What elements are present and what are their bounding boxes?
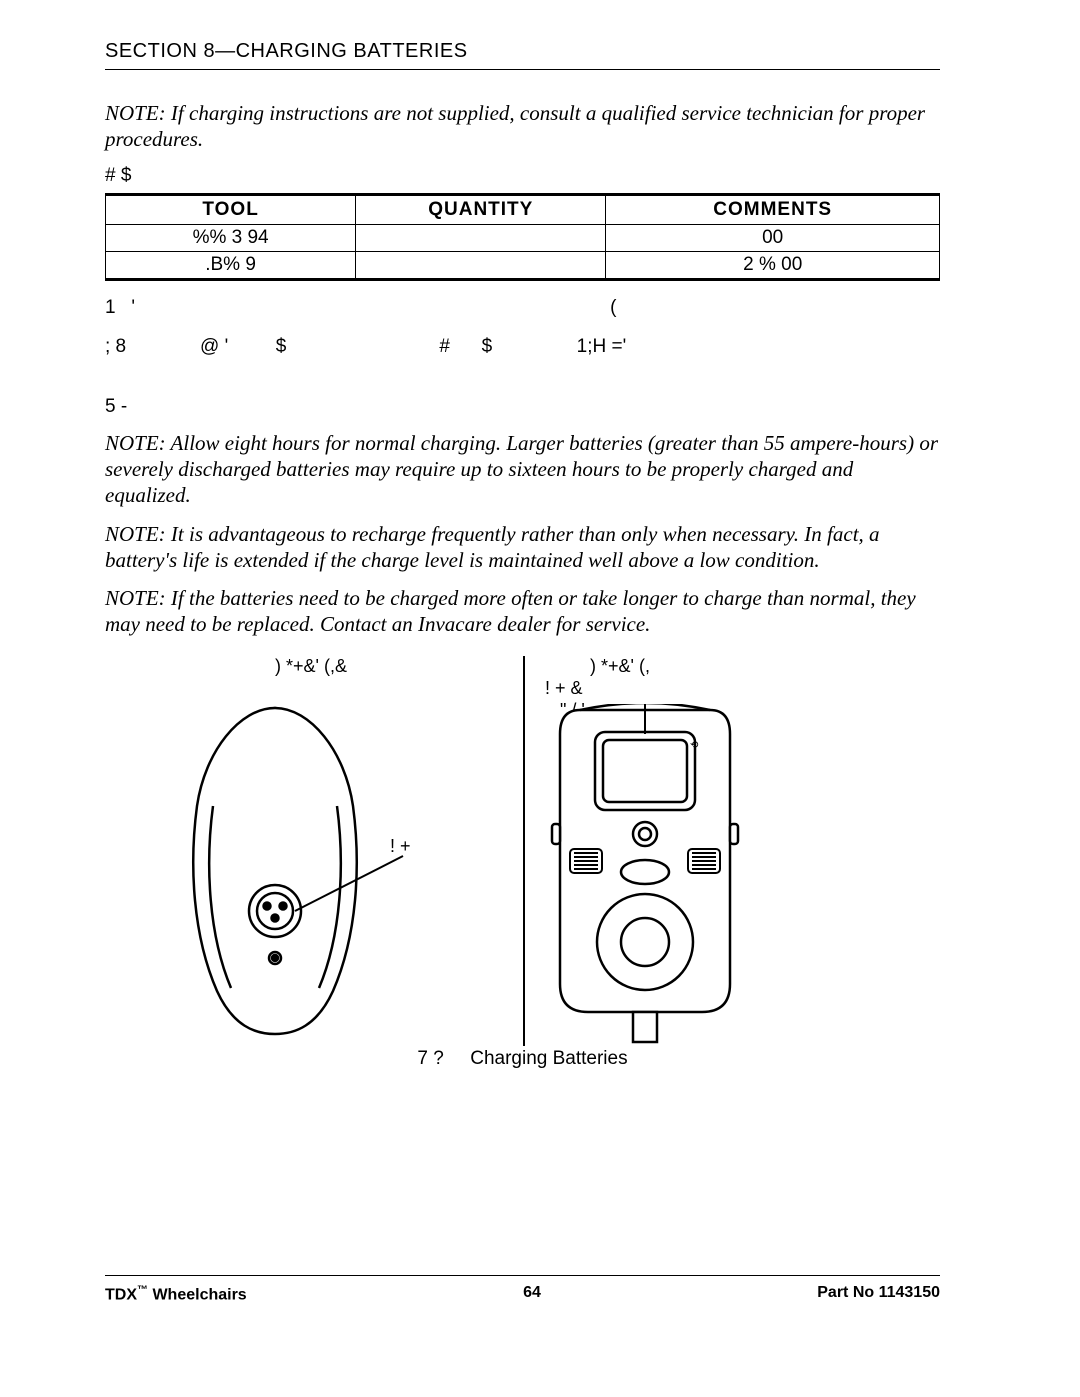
footer-product: TDX [105, 1286, 137, 1303]
footer-rule [105, 1275, 940, 1276]
page-body: SECTION 8—CHARGING BATTERIES NOTE: If ch… [105, 40, 940, 1096]
header-rule [105, 69, 940, 70]
figure-caption-main: Charging Batteries [470, 1048, 627, 1069]
footer-product-rest: Wheelchairs [148, 1286, 247, 1303]
fig-right-title: ) *+&' (, [590, 656, 650, 678]
footer-page-number: 64 [523, 1284, 541, 1304]
th-comments: COMMENTS [606, 194, 940, 224]
figure-area: ) *+&' (,& ) *+&' (, ! + & " / ' ! + [105, 656, 940, 1096]
note-top: NOTE: If charging instructions are not s… [105, 100, 940, 153]
table-row: .B% 9 2 % 00 [106, 251, 940, 279]
footer-part-no: Part No 1143150 [817, 1284, 940, 1304]
trademark-icon: ™ [137, 1284, 148, 1296]
note-1: NOTE: Allow eight hours for normal charg… [105, 430, 940, 509]
cell-qty [356, 224, 606, 251]
note-2: NOTE: It is advantageous to recharge fre… [105, 521, 940, 574]
joystick-mk6i-illustration: ⟲ [540, 704, 750, 1054]
cell-qty [356, 251, 606, 279]
step-1: 1 ' ( [105, 295, 940, 321]
th-tool: TOOL [106, 194, 356, 224]
cell-comments: 2 % 00 [606, 251, 940, 279]
step-2: ; 8 @ ' $ # $ 1;H =' [105, 334, 940, 360]
table-row: %% 3 94 00 [106, 224, 940, 251]
section-header: SECTION 8—CHARGING BATTERIES [105, 40, 940, 63]
tool-table: TOOL QUANTITY COMMENTS %% 3 94 00 .B% 9 … [105, 193, 940, 281]
charging-heading: 5 - [105, 396, 940, 418]
th-quantity: QUANTITY [356, 194, 606, 224]
figure-caption: 7 ? Charging Batteries [105, 1048, 940, 1070]
cell-comments: 00 [606, 224, 940, 251]
note-3: NOTE: If the batteries need to be charge… [105, 585, 940, 638]
joystick-mk5-illustration [145, 696, 405, 1036]
fig-left-title: ) *+&' (,& [275, 656, 347, 678]
figure-caption-prefix: 7 ? [417, 1048, 443, 1069]
tools-label: # $ [105, 165, 940, 187]
footer-left: TDX™ Wheelchairs [105, 1284, 247, 1304]
figure-divider [523, 656, 525, 1046]
fig-right-sub1: ! + & [545, 678, 583, 700]
page-footer: TDX™ Wheelchairs 64 Part No 1143150 [105, 1275, 940, 1304]
table-header-row: TOOL QUANTITY COMMENTS [106, 194, 940, 224]
svg-text:⟲: ⟲ [690, 740, 699, 751]
cell-tool: .B% 9 [106, 251, 356, 279]
cell-tool: %% 3 94 [106, 224, 356, 251]
